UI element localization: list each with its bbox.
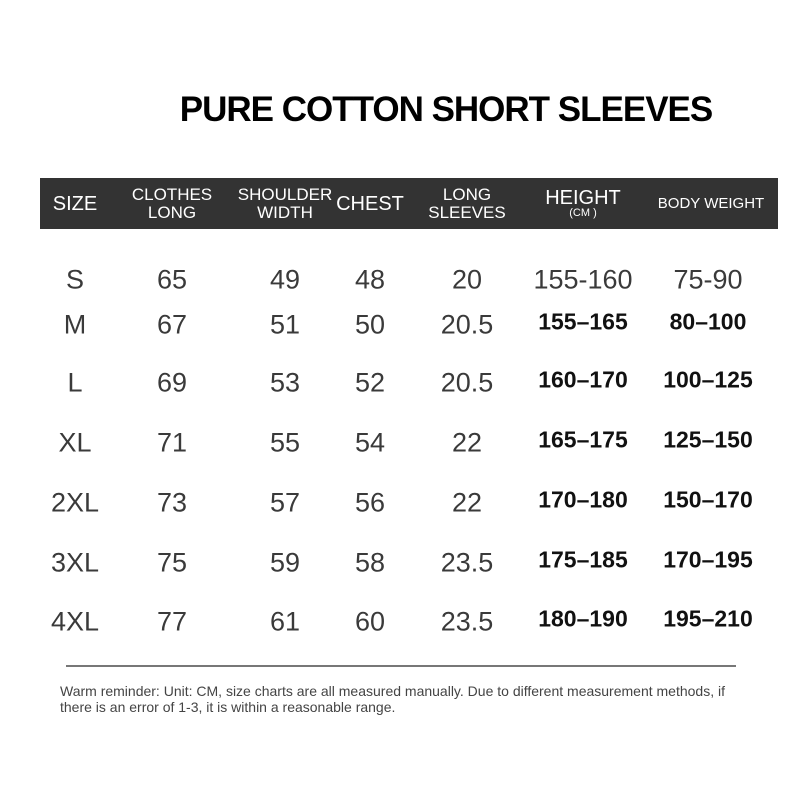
- table-cell: 23.5: [440, 606, 494, 637]
- column-header-line: BODY WEIGHT: [657, 194, 765, 212]
- column-header-line: LONG: [442, 184, 492, 204]
- column-header-line: HEIGHT: [545, 186, 621, 209]
- column-header-line: SLEEVES: [428, 202, 506, 222]
- table-cell: 55: [269, 427, 301, 458]
- table-cell: 59: [269, 547, 301, 578]
- column-header-line: SHOULDER: [237, 184, 333, 204]
- divider: [66, 665, 736, 667]
- column-header: SIZE: [53, 178, 97, 229]
- table-cell: 69: [156, 367, 188, 398]
- table-cell: 150–170: [663, 486, 753, 513]
- table-cell: 100–125: [663, 366, 753, 393]
- table-cell: 23.5: [440, 547, 494, 578]
- size-label: L: [67, 367, 83, 398]
- column-header: SHOULDER WIDTH: [238, 178, 332, 229]
- size-label: 4XL: [50, 606, 100, 637]
- table-cell: 80–100: [669, 308, 747, 335]
- table-cell: 175–185: [538, 546, 628, 573]
- table-cell: 170–180: [538, 486, 628, 513]
- table-cell: 20.5: [440, 309, 494, 340]
- table-cell: 20.5: [440, 367, 494, 398]
- table-cell: 22: [451, 427, 483, 458]
- table-cell: 61: [269, 606, 301, 637]
- column-header: HEIGHT (CM ): [545, 178, 621, 229]
- table-cell: 195–210: [663, 605, 753, 632]
- table-cell: 125–150: [663, 426, 753, 453]
- table-cell: 58: [354, 547, 386, 578]
- table-cell: 52: [354, 367, 386, 398]
- table-cell: 49: [269, 264, 301, 295]
- table-cell: 170–195: [663, 546, 753, 573]
- column-header: LONG SLEEVES: [428, 178, 506, 229]
- size-label: S: [65, 264, 85, 295]
- table-cell: 56: [354, 487, 386, 518]
- table-cell: 50: [354, 309, 386, 340]
- table-cell: 60: [354, 606, 386, 637]
- table-cell: 73: [156, 487, 188, 518]
- table-cell: 155–165: [538, 308, 628, 335]
- table-cell: 75: [156, 547, 188, 578]
- table-cell: 51: [269, 309, 301, 340]
- column-header: CHEST: [336, 178, 404, 229]
- table-cell: 67: [156, 309, 188, 340]
- table-cell: 77: [156, 606, 188, 637]
- size-label: 3XL: [50, 547, 100, 578]
- table-cell: 65: [156, 264, 188, 295]
- column-header-line: CLOTHES: [131, 184, 213, 204]
- column-header-line: LONG: [147, 202, 197, 222]
- table-cell: 20: [451, 264, 483, 295]
- size-label: XL: [58, 427, 92, 458]
- column-header-unit: (CM ): [569, 206, 597, 219]
- column-header: BODY WEIGHT: [658, 178, 764, 229]
- column-header: CLOTHES LONG: [132, 178, 212, 229]
- table-cell: 57: [269, 487, 301, 518]
- table-cell: 165–175: [538, 426, 628, 453]
- table-cell: 22: [451, 487, 483, 518]
- size-label: M: [63, 309, 87, 340]
- table-cell: 75-90: [673, 264, 743, 295]
- column-header-line: SIZE: [52, 192, 98, 215]
- column-header-line: WIDTH: [257, 202, 313, 222]
- table-cell: 160–170: [538, 366, 628, 393]
- table-cell: 180–190: [538, 605, 628, 632]
- size-label: 2XL: [50, 487, 100, 518]
- table-cell: 71: [156, 427, 188, 458]
- table-header: SIZE CLOTHES LONG SHOULDER WIDTH CHEST LONG SLE…: [40, 178, 778, 229]
- table-cell: 54: [354, 427, 386, 458]
- column-header-line: CHEST: [336, 192, 404, 215]
- table-cell: 48: [354, 264, 386, 295]
- table-cell: 53: [269, 367, 301, 398]
- table-cell: 155-160: [533, 264, 633, 295]
- page-title: PURE COTTON SHORT SLEEVES: [179, 90, 714, 129]
- warm-reminder-note: Warm reminder: Unit: CM, size charts are…: [60, 683, 725, 715]
